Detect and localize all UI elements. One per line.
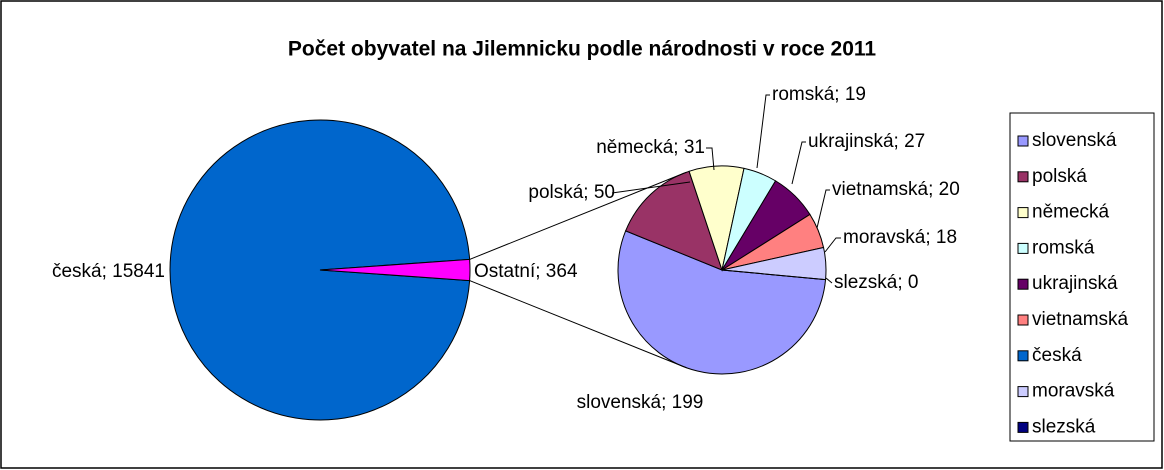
- pie-slice: [721, 269, 826, 281]
- data-label: slezská; 0: [834, 272, 918, 293]
- legend-swatch: [1017, 421, 1029, 433]
- legend-box: [1009, 112, 1155, 442]
- legend-swatch: [1017, 135, 1029, 147]
- data-label: vietnamská; 20: [832, 179, 960, 200]
- legend-swatch: [1017, 386, 1029, 398]
- legend-swatch: [1017, 314, 1029, 326]
- pie-slice: [319, 258, 471, 282]
- legend-label: romská: [1032, 237, 1095, 258]
- legend-swatch: [1017, 278, 1029, 290]
- legend-label: vietnamská: [1032, 309, 1129, 330]
- leader-line: [816, 189, 830, 229]
- chart-title: Počet obyvatel na Jilemnicku podle národ…: [288, 38, 877, 61]
- leader-line: [825, 277, 833, 284]
- leader-line: [756, 94, 770, 169]
- data-label: německá; 31: [596, 137, 705, 158]
- leader-line: [706, 147, 715, 171]
- legend-label: ukrajinská: [1032, 273, 1118, 294]
- connector-line: [469, 280, 687, 369]
- legend-swatch: [1017, 207, 1029, 219]
- legend-label: německá: [1032, 202, 1110, 223]
- legend-swatch: [1017, 171, 1029, 183]
- pie-slice: [169, 119, 471, 421]
- pie-slice: [617, 230, 827, 375]
- leader-line: [611, 181, 691, 194]
- leader-line: [824, 237, 841, 253]
- legend-swatch: [1017, 350, 1029, 362]
- data-label: ukrajinská; 27: [808, 131, 925, 152]
- legend-label: slovenská: [1032, 130, 1117, 151]
- legend-label: česká: [1032, 345, 1082, 366]
- legend-label: slezská: [1032, 416, 1096, 437]
- data-label: romská; 19: [772, 84, 866, 105]
- data-label: moravská; 18: [843, 227, 957, 248]
- data-label: polská; 50: [528, 182, 615, 203]
- legend-label: moravská: [1032, 381, 1115, 402]
- connector-line: [469, 171, 687, 260]
- data-label: Ostatní; 364: [474, 261, 578, 282]
- legend-label: polská: [1032, 166, 1087, 187]
- data-label: slovenská; 199: [577, 392, 704, 413]
- data-label: česká; 15841: [52, 261, 165, 282]
- leader-line: [791, 141, 806, 185]
- legend-swatch: [1017, 242, 1029, 254]
